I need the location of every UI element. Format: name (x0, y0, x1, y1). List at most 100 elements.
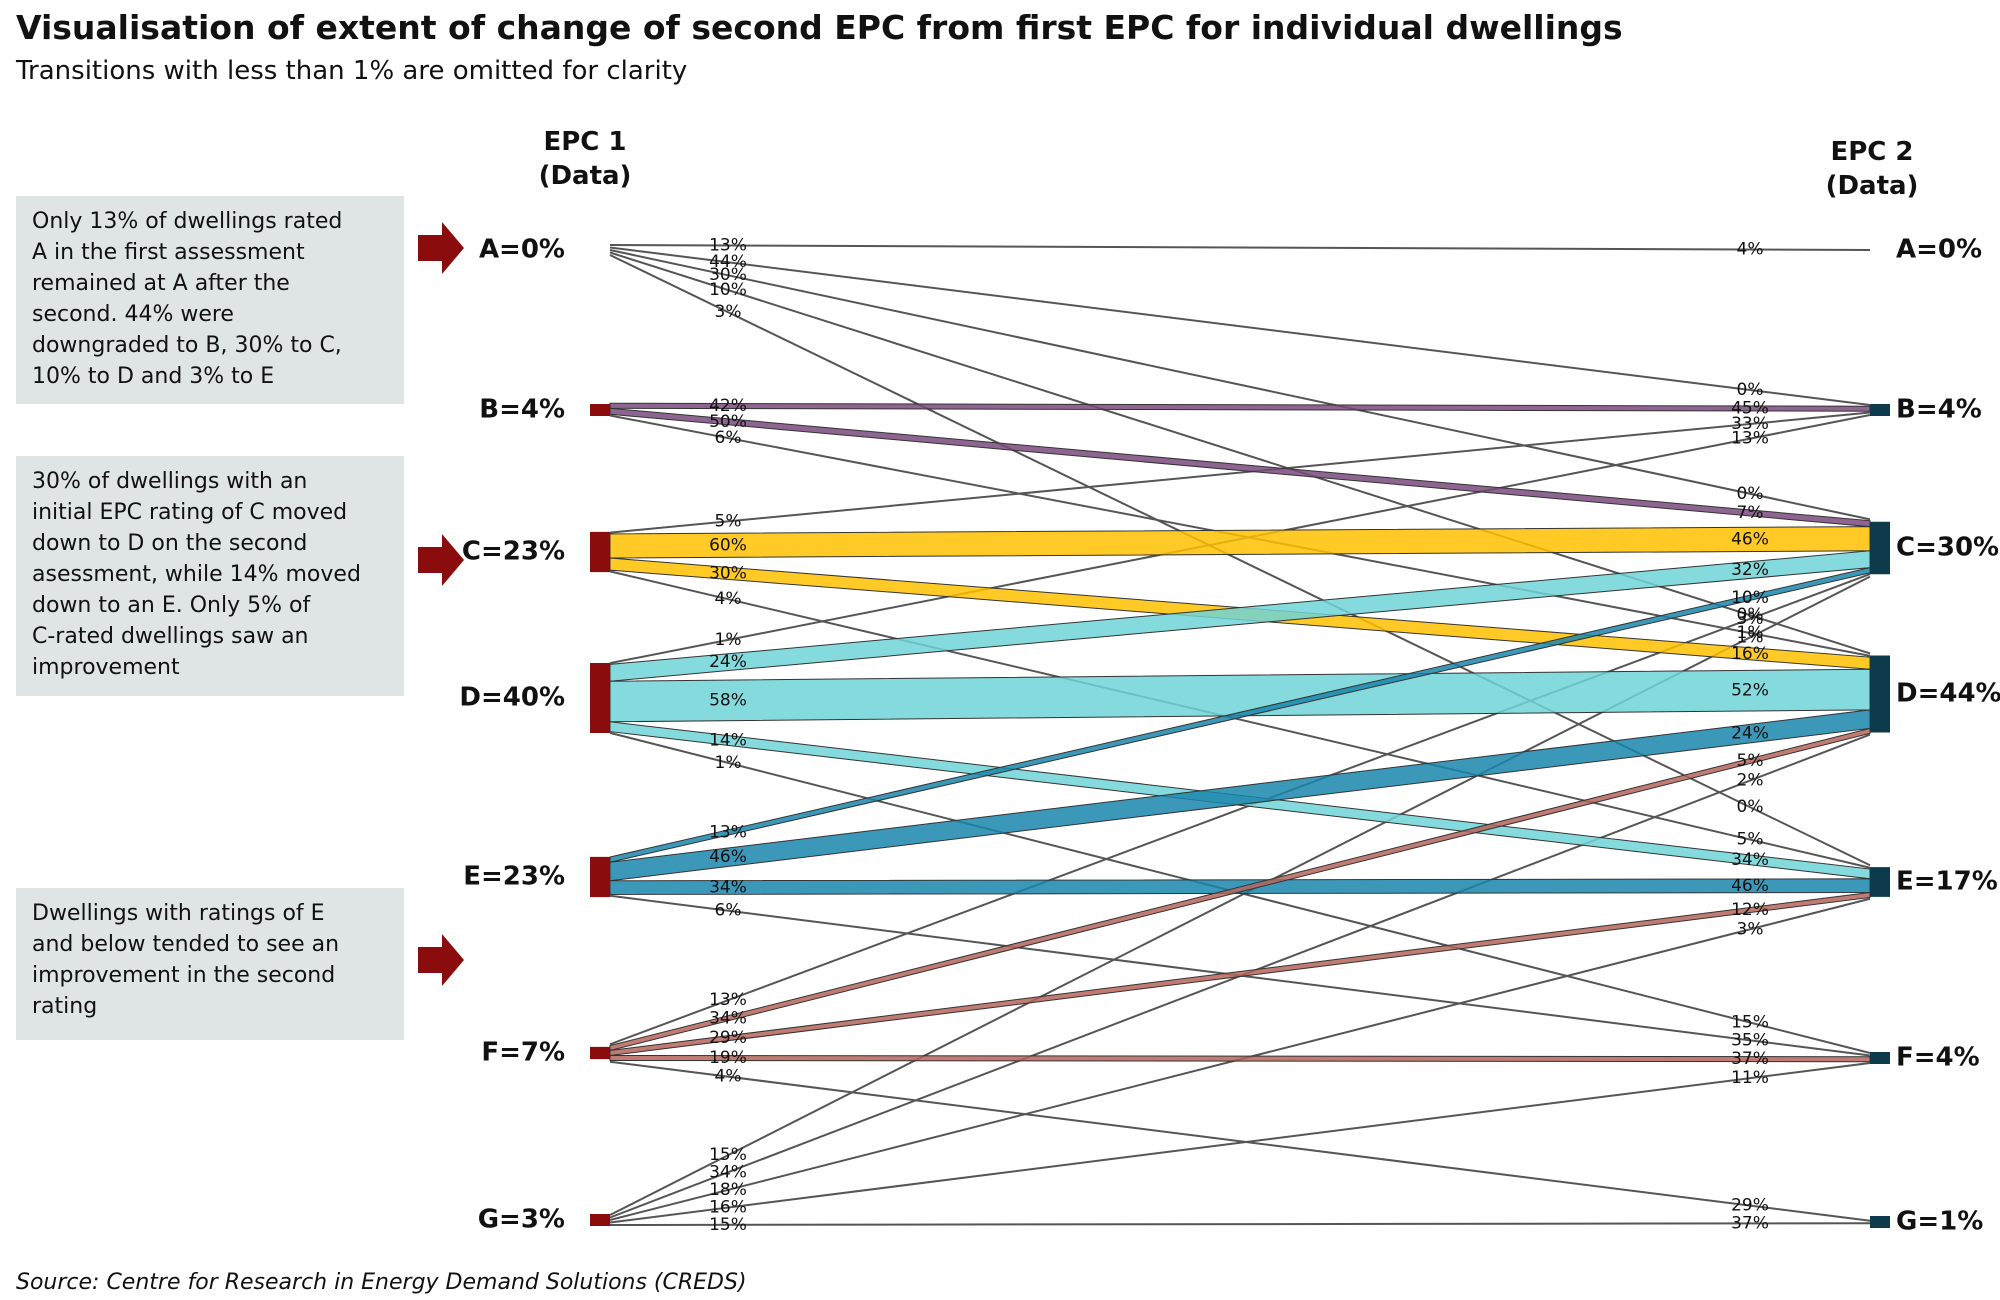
label-b-to-b-target: 45% (1731, 398, 1769, 418)
left-node-f (590, 1046, 610, 1060)
label-c-to-e-target: 5% (1737, 830, 1764, 850)
label-d-to-d-target: 52% (1731, 681, 1769, 701)
label-a-to-b-target: 0% (1737, 380, 1764, 400)
left-node-label-d: D=40% (459, 683, 565, 713)
label-a-to-d-target: 0% (1737, 605, 1764, 625)
right-node-label-c: C=30% (1896, 533, 1999, 563)
right-node-label-b: B=4% (1896, 395, 1982, 425)
label-g-to-f-target: 11% (1731, 1068, 1769, 1088)
right-node-d (1870, 655, 1890, 733)
right-node-c (1870, 521, 1890, 575)
label-d-to-c-source: 24% (709, 652, 747, 672)
label-d-to-e-source: 14% (709, 730, 747, 750)
label-c-to-b-target: 33% (1731, 414, 1769, 434)
label-f-to-c-target: 3% (1737, 609, 1764, 629)
label-g-to-e-source: 18% (709, 1180, 747, 1200)
label-f-to-f-target: 37% (1731, 1049, 1769, 1069)
label-g-to-g-target: 37% (1731, 1213, 1769, 1233)
flow-g-to-g (609, 1222, 1871, 1226)
right-axis-title: EPC 2 (Data) (1826, 137, 1919, 201)
flow-f-to-f (609, 1054, 1871, 1063)
label-e-to-e-source: 34% (709, 877, 747, 897)
label-e-to-c-source: 13% (709, 823, 747, 843)
flow-a-to-e (609, 254, 1871, 867)
left-node-b (590, 404, 610, 416)
label-e-to-f-source: 6% (715, 901, 742, 921)
label-f-to-f-source: 19% (709, 1048, 747, 1068)
flow-a-to-b (609, 246, 1871, 406)
label-d-to-b-target: 13% (1731, 429, 1769, 449)
left-node-label-b: B=4% (479, 395, 565, 425)
label-g-to-c-source: 15% (709, 1145, 747, 1165)
label-e-to-f-target: 35% (1731, 1030, 1769, 1050)
label-d-to-f-target: 15% (1731, 1013, 1769, 1033)
left-node-d (590, 663, 610, 733)
label-c-to-e-source: 4% (715, 589, 742, 609)
label-g-to-d-source: 34% (709, 1162, 747, 1182)
right-node-e (1870, 867, 1890, 897)
label-d-to-e-target: 34% (1731, 850, 1769, 870)
label-layer: 13% 4%44%0%30%0%10%0%3%0%42% 45%50%7%6%1%5… (459, 127, 2000, 1237)
left-node-g (590, 1214, 610, 1226)
label-f-to-d-source: 34% (709, 1008, 747, 1028)
chart-subtitle: Transitions with less than 1% are omitte… (16, 56, 688, 86)
label-f-to-g-target: 29% (1731, 1196, 1769, 1216)
flow-c-to-b (609, 411, 1871, 534)
flow-f-to-g (609, 1060, 1871, 1222)
flow-a-to-a (609, 244, 1871, 251)
label-c-to-c-source: 60% (709, 535, 747, 555)
label-c-to-d-target: 16% (1731, 644, 1769, 664)
label-g-to-e-target: 3% (1737, 919, 1764, 939)
label-a-to-e-source: 3% (715, 302, 742, 322)
left-node-label-g: G=3% (478, 1205, 565, 1235)
right-node-g (1870, 1216, 1890, 1228)
label-a-to-b-source: 44% (709, 252, 747, 272)
flow-b-to-c (609, 407, 1871, 528)
flow-layer (609, 244, 1871, 1226)
callout-arrow-icon (418, 222, 464, 274)
label-f-to-d-target: 5% (1737, 751, 1764, 771)
label-g-to-d-target: 2% (1737, 771, 1764, 791)
label-d-to-d-source: 58% (709, 690, 747, 710)
label-a-to-d-source: 10% (709, 280, 747, 300)
flow-b-to-b (609, 402, 1871, 412)
label-g-to-g-source: 15% (709, 1215, 747, 1235)
node-layer (590, 404, 1890, 1228)
left-node-label-f: F=7% (481, 1038, 565, 1068)
label-c-to-c-target: 46% (1731, 529, 1769, 549)
label-f-to-e-target: 12% (1731, 900, 1769, 920)
left-node-label-e: E=23% (463, 862, 565, 892)
label-b-to-d-source: 6% (715, 428, 742, 448)
label-g-to-c-target: 1% (1737, 627, 1764, 647)
right-node-label-a: A=0% (1896, 235, 1982, 265)
label-f-to-e-source: 29% (709, 1028, 747, 1048)
flow-c-to-e (609, 570, 1871, 869)
note-box-c: 30% of dwellings with an initial EPC rat… (16, 456, 404, 696)
left-axis-title: EPC 1 (Data) (539, 127, 632, 191)
label-a-to-a-source: 13% (709, 235, 747, 255)
note-box-a: Only 13% of dwellings rated A in the fir… (16, 196, 404, 404)
label-a-to-e-target: 0% (1737, 797, 1764, 817)
callout-arrow-icon (418, 534, 464, 586)
label-b-to-c-target: 7% (1737, 503, 1764, 523)
left-node-label-a: A=0% (479, 235, 565, 265)
label-e-to-d-target: 24% (1731, 724, 1769, 744)
left-node-c (590, 531, 610, 573)
note-box-e: Dwellings with ratings of E and below te… (16, 888, 404, 1040)
right-node-label-d: D=44% (1896, 679, 2000, 709)
label-e-to-c-target: 10% (1731, 588, 1769, 608)
label-a-to-c-target: 0% (1737, 484, 1764, 504)
left-node-label-c: C=23% (462, 537, 565, 567)
flow-c-to-c (609, 526, 1871, 559)
label-e-to-d-source: 46% (709, 847, 747, 867)
label-c-to-b-source: 5% (715, 511, 742, 531)
callout-arrow-icon (418, 934, 464, 986)
label-b-to-b-source: 42% (709, 396, 747, 416)
label-e-to-e-target: 46% (1731, 876, 1769, 896)
flow-g-to-f (609, 1062, 1871, 1224)
left-node-e (590, 856, 610, 898)
right-node-label-f: F=4% (1896, 1043, 1980, 1073)
label-f-to-c-source: 13% (709, 990, 747, 1010)
arrow-layer (418, 222, 464, 986)
